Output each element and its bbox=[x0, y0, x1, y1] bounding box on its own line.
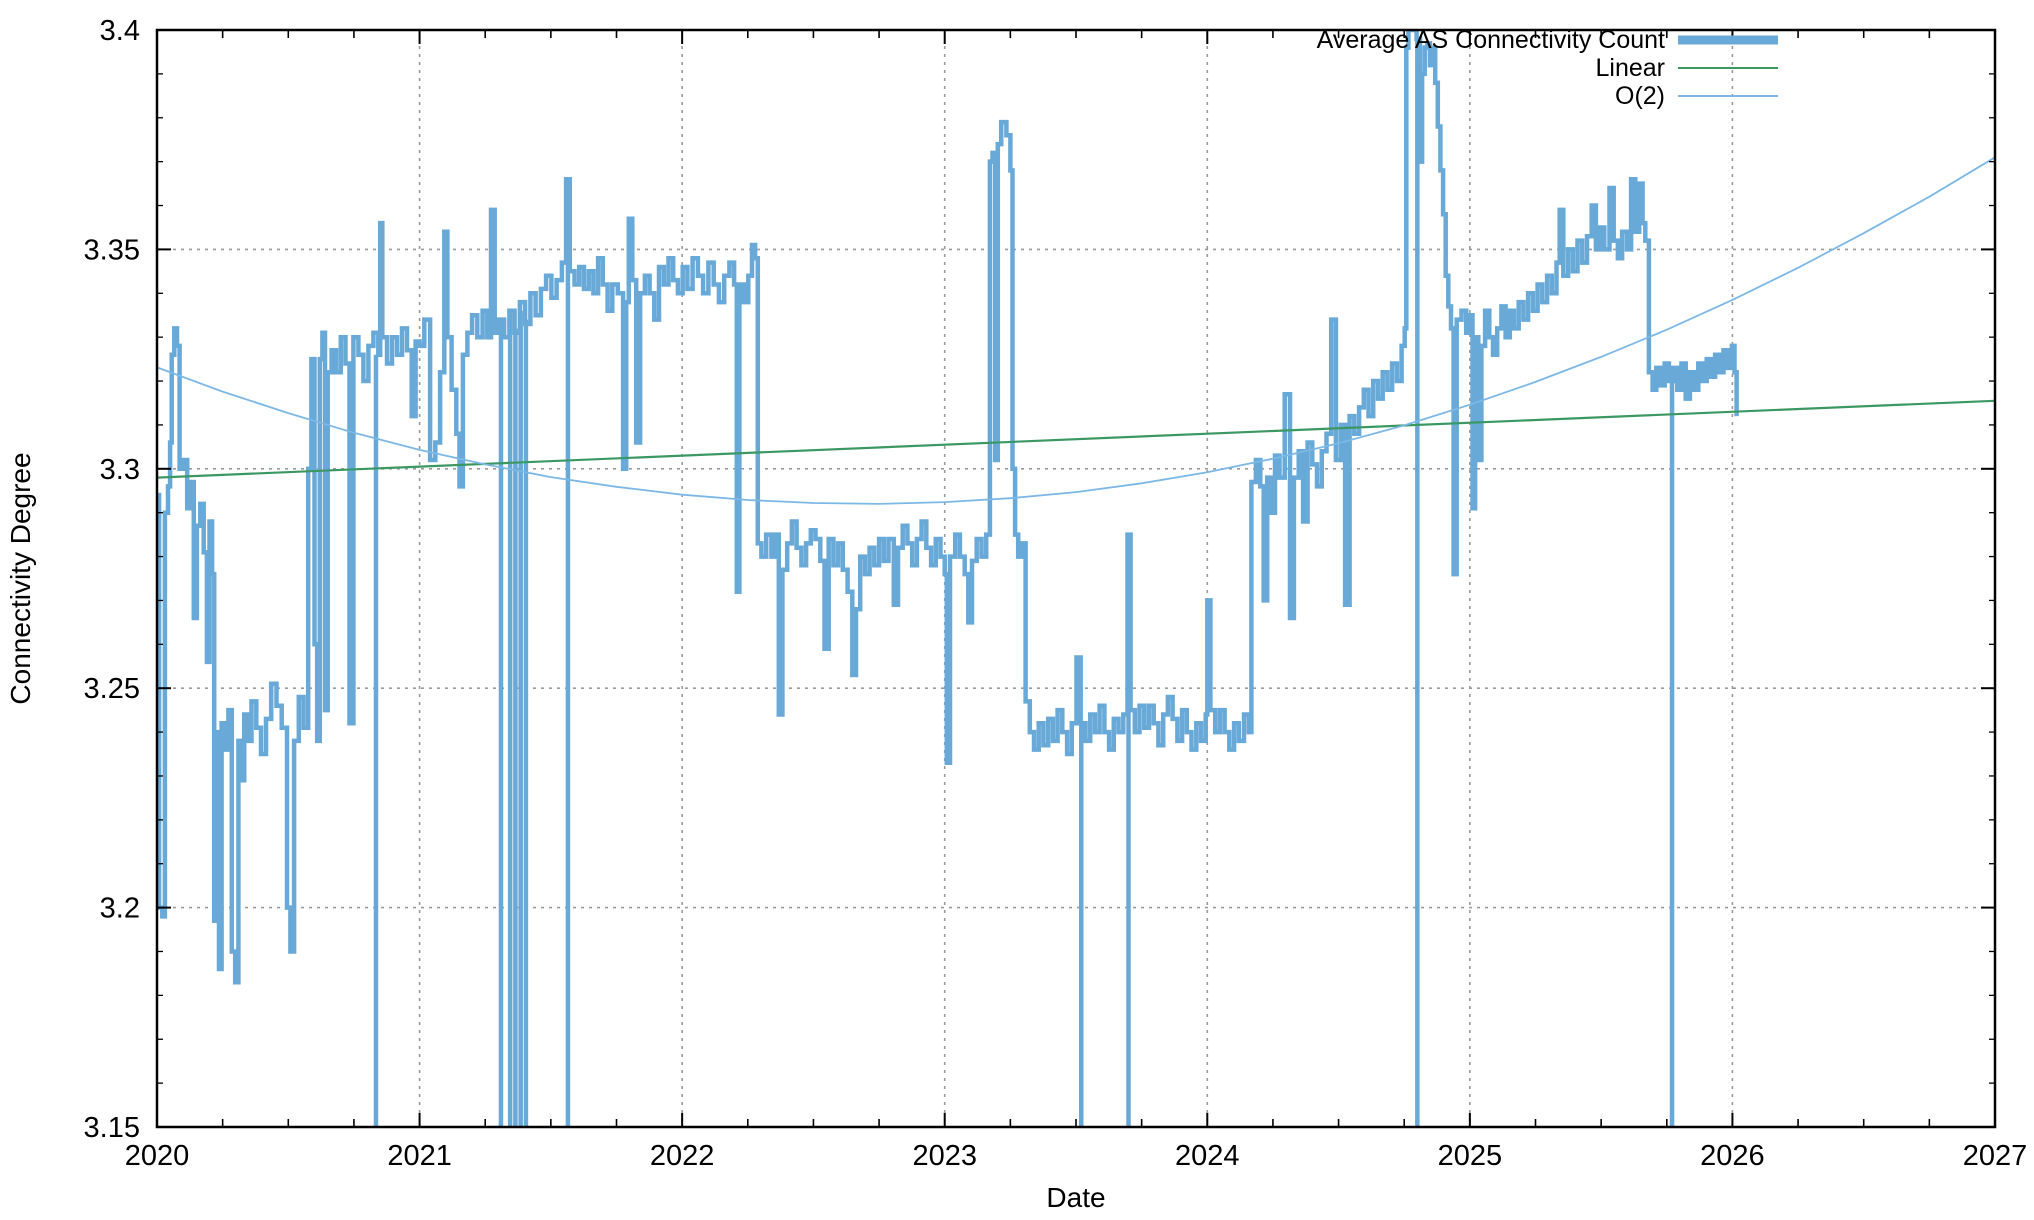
y-tick-label: 3.2 bbox=[100, 893, 140, 925]
x-axis-title: Date bbox=[1046, 1182, 1105, 1213]
x-tick-label: 2026 bbox=[1700, 1140, 1765, 1172]
series-linear-line bbox=[156, 399, 1996, 479]
legend-label: Average AS Connectivity Count bbox=[1317, 26, 1665, 54]
y-axis-title: Connectivity Degree bbox=[5, 452, 36, 704]
x-tick-label: 2021 bbox=[387, 1140, 452, 1172]
y-tick-label: 3.4 bbox=[100, 15, 140, 47]
legend-label: O(2) bbox=[1615, 82, 1665, 110]
x-tick-label: 2022 bbox=[650, 1140, 715, 1172]
series-layer bbox=[156, 29, 1996, 1127]
x-tick-label: 2023 bbox=[912, 1140, 977, 1172]
x-tick-label: 2024 bbox=[1175, 1140, 1240, 1172]
x-tick-label: 2025 bbox=[1438, 1140, 1503, 1172]
x-tick-label: 2027 bbox=[1963, 1140, 2028, 1172]
y-tick-label: 3.3 bbox=[100, 454, 140, 486]
y-tick-label: 3.15 bbox=[84, 1112, 140, 1144]
series-o2-line bbox=[156, 156, 1996, 505]
y-tick-label: 3.25 bbox=[84, 673, 140, 705]
x-tick-label: 2020 bbox=[125, 1140, 190, 1172]
legend-label: Linear bbox=[1596, 54, 1666, 82]
y-tick-label: 3.35 bbox=[84, 234, 140, 266]
